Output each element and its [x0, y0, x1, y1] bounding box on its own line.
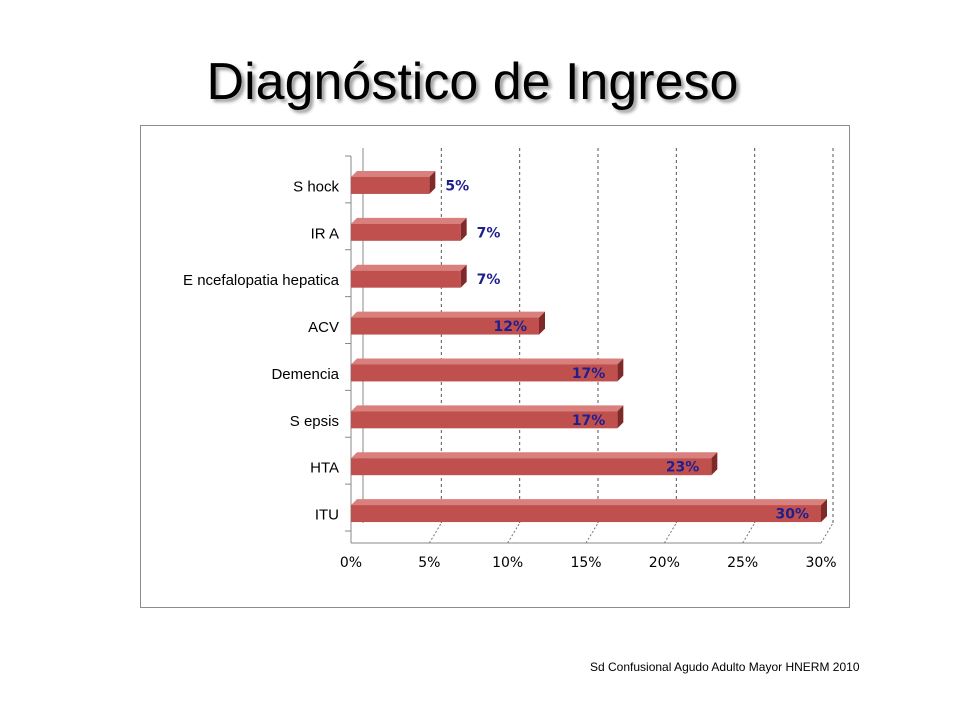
x-tick-label: 25%: [727, 555, 758, 571]
bar-top: [351, 311, 545, 318]
data-label: 12%: [493, 319, 527, 335]
bar: [351, 505, 821, 523]
data-label: 7%: [477, 225, 501, 241]
data-label: 5%: [445, 178, 469, 194]
category-label: S hock: [293, 178, 339, 195]
bar-side: [617, 405, 624, 429]
bar-top: [351, 264, 467, 271]
page-title: Diagnóstico de Ingreso: [206, 53, 739, 111]
bar-chart: S hock 5% IR A 7% E ncefalopatia hepatica 7% A…: [183, 148, 837, 571]
category-label: ACV: [308, 319, 339, 336]
bar-side: [460, 217, 467, 241]
data-label: 23%: [666, 460, 700, 476]
bar-top: [351, 358, 624, 365]
bar-top: [351, 405, 624, 412]
gridline-floor: [663, 522, 677, 544]
bar-side: [711, 452, 718, 476]
bar-side: [617, 358, 624, 382]
data-label: 17%: [572, 366, 606, 382]
category-label: S epsis: [290, 413, 339, 430]
bar-side: [460, 264, 467, 288]
x-tick-label: 30%: [805, 555, 836, 571]
gridline-floor: [428, 522, 442, 544]
bar-top: [351, 217, 467, 224]
gridline-floor: [585, 522, 599, 544]
bar: [351, 458, 712, 476]
data-label: 30%: [775, 507, 809, 523]
category-label: ITU: [315, 507, 339, 524]
gridline-floor: [507, 522, 521, 544]
category-label: Demencia: [271, 366, 339, 383]
x-tick-label: 5%: [418, 555, 440, 571]
data-label: 7%: [477, 272, 501, 288]
category-label: IR A: [311, 225, 339, 242]
footer-caption: Sd Confusional Agudo Adulto Mayor HNERM …: [590, 660, 860, 674]
gridline-floor: [820, 522, 834, 544]
bar: [351, 176, 430, 194]
bar-side: [539, 311, 545, 335]
category-label: HTA: [310, 460, 339, 477]
x-tick-label: 10%: [492, 555, 523, 571]
bar: [351, 223, 461, 241]
x-tick-label: 20%: [649, 555, 680, 571]
bar: [351, 364, 618, 382]
category-label: E ncefalopatia hepatica: [183, 272, 340, 289]
x-tick-label: 0%: [340, 555, 362, 571]
gridline-floor: [742, 522, 756, 544]
bar-side: [821, 499, 827, 523]
bar: [351, 317, 539, 335]
data-label: 17%: [572, 413, 606, 429]
chart-area: S hock 5% IR A 7% E ncefalopatia hepatica 7% A…: [140, 125, 850, 608]
bar-top: [351, 499, 827, 506]
bar-top: [351, 452, 718, 459]
bar-side: [429, 170, 436, 194]
bar: [351, 411, 618, 429]
bar: [351, 270, 461, 288]
x-tick-label: 15%: [570, 555, 601, 571]
bar-top: [351, 170, 436, 177]
